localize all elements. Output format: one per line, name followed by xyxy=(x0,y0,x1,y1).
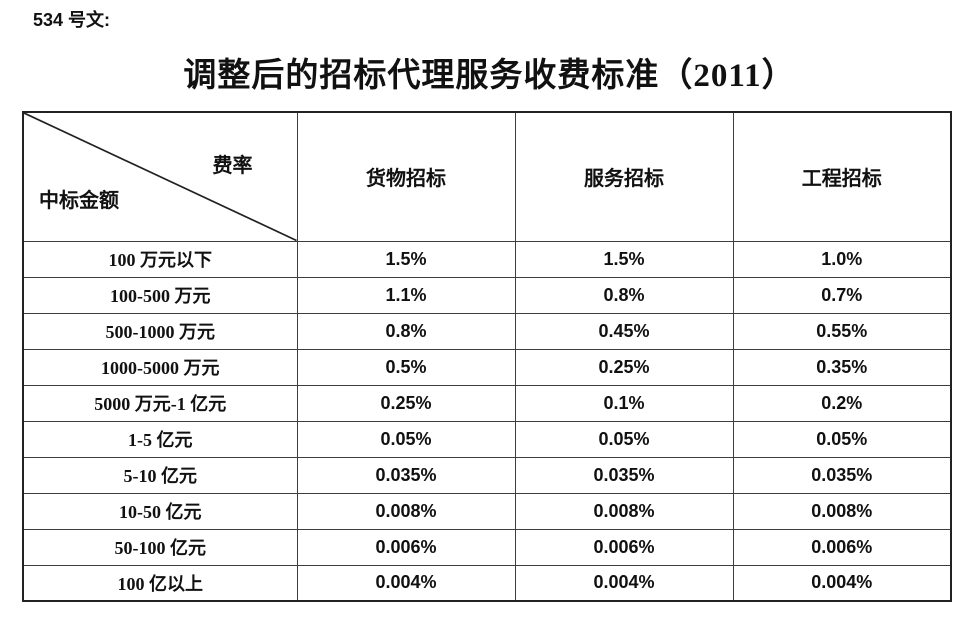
table-row: 100-500 万元 1.1% 0.8% 0.7% xyxy=(22,276,952,314)
rate-value: 0.004% xyxy=(514,564,734,602)
column-header-services: 服务招标 xyxy=(514,111,734,242)
rate-value: 0.25% xyxy=(296,384,516,422)
row-label: 5000 万元-1 亿元 xyxy=(22,384,298,422)
rate-value: 0.006% xyxy=(732,528,952,566)
rate-value: 0.25% xyxy=(514,348,734,386)
rate-value: 0.35% xyxy=(732,348,952,386)
rate-value: 0.7% xyxy=(732,276,952,314)
rate-value: 0.8% xyxy=(514,276,734,314)
doc-number: 534 号文: xyxy=(33,10,111,30)
table-row: 5-10 亿元 0.035% 0.035% 0.035% xyxy=(22,456,952,494)
rate-value: 1.5% xyxy=(514,240,734,278)
row-label: 50-100 亿元 xyxy=(22,528,298,566)
row-label: 10-50 亿元 xyxy=(22,492,298,530)
table-row: 1-5 亿元 0.05% 0.05% 0.05% xyxy=(22,420,952,458)
rate-value: 0.05% xyxy=(732,420,952,458)
rate-value: 0.8% xyxy=(296,312,516,350)
fee-rate-table: 费率 中标金额 货物招标 服务招标 工程招标 100 万元以下 1.5% 1.5… xyxy=(22,111,952,602)
page-title: 调整后的招标代理服务收费标准（2011） xyxy=(183,58,796,94)
rate-value: 0.2% xyxy=(732,384,952,422)
column-header-engineering: 工程招标 xyxy=(732,111,952,242)
rate-value: 0.004% xyxy=(732,564,952,602)
rate-value: 0.5% xyxy=(296,348,516,386)
row-label: 100 万元以下 xyxy=(22,240,298,278)
rate-value: 0.004% xyxy=(296,564,516,602)
rate-value: 0.035% xyxy=(514,456,734,494)
rate-value: 0.45% xyxy=(514,312,734,350)
rate-value: 0.008% xyxy=(296,492,516,530)
table-row: 100 万元以下 1.5% 1.5% 1.0% xyxy=(22,240,952,278)
table-row: 100 亿以上 0.004% 0.004% 0.004% xyxy=(22,564,952,602)
rate-value: 1.0% xyxy=(732,240,952,278)
rate-value: 0.008% xyxy=(732,492,952,530)
row-label: 5-10 亿元 xyxy=(22,456,298,494)
table-row: 50-100 亿元 0.006% 0.006% 0.006% xyxy=(22,528,952,566)
rate-value: 0.1% xyxy=(514,384,734,422)
corner-label-rate: 费率 xyxy=(212,155,253,177)
rate-value: 0.006% xyxy=(296,528,516,566)
row-label: 1000-5000 万元 xyxy=(22,348,298,386)
row-label: 100-500 万元 xyxy=(22,276,298,314)
row-label: 100 亿以上 xyxy=(22,564,298,602)
rate-value: 0.035% xyxy=(732,456,952,494)
row-label: 1-5 亿元 xyxy=(22,420,298,458)
column-header-goods: 货物招标 xyxy=(296,111,516,242)
rate-value: 0.008% xyxy=(514,492,734,530)
rate-value: 0.55% xyxy=(732,312,952,350)
diagonal-divider-line xyxy=(24,113,297,241)
row-label: 500-1000 万元 xyxy=(22,312,298,350)
rate-value: 0.05% xyxy=(296,420,516,458)
rate-value: 1.1% xyxy=(296,276,516,314)
rate-value: 1.5% xyxy=(296,240,516,278)
table-row: 1000-5000 万元 0.5% 0.25% 0.35% xyxy=(22,348,952,386)
rate-value: 0.035% xyxy=(296,456,516,494)
table-row: 500-1000 万元 0.8% 0.45% 0.55% xyxy=(22,312,952,350)
corner-label-bid-amount: 中标金额 xyxy=(39,190,119,212)
table-row: 10-50 亿元 0.008% 0.008% 0.008% xyxy=(22,492,952,530)
table-corner-cell: 费率 中标金额 xyxy=(22,111,298,242)
table-row: 5000 万元-1 亿元 0.25% 0.1% 0.2% xyxy=(22,384,952,422)
rate-value: 0.05% xyxy=(514,420,734,458)
table-header-row: 费率 中标金额 货物招标 服务招标 工程招标 xyxy=(22,111,952,242)
rate-value: 0.006% xyxy=(514,528,734,566)
